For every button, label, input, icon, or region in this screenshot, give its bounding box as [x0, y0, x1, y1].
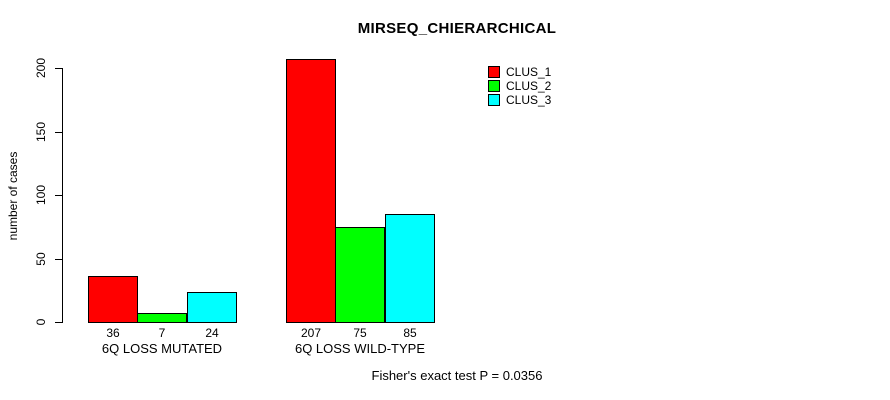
y-tick-mark	[55, 195, 62, 196]
legend-swatch-icon	[488, 65, 500, 78]
y-tick-mark	[55, 131, 62, 133]
chart-title: MIRSEQ_CHIERARCHICAL	[357, 20, 557, 37]
y-tick-label: 100	[34, 184, 48, 206]
y-tick-mark	[55, 258, 62, 260]
bar-value-label: 24	[205, 326, 219, 340]
bar-clus_2-group2	[335, 227, 385, 323]
legend-label: CLUS_2	[506, 78, 552, 93]
bar-value-label: 75	[353, 326, 367, 340]
y-tick-label: 200	[34, 57, 48, 79]
legend-item-clus_2: CLUS_2	[488, 78, 552, 93]
y-axis	[62, 68, 63, 323]
y-tick-mark	[55, 322, 62, 323]
bar-clus_1-group2	[286, 59, 336, 323]
y-tick-label: 150	[34, 121, 48, 142]
bar-clus_3-group2	[385, 214, 435, 323]
y-axis-label: number of cases	[6, 151, 20, 241]
bar-value-label: 207	[300, 326, 322, 340]
bar-value-label: 36	[106, 326, 120, 340]
y-tick-label: 0	[34, 318, 48, 326]
bar-clus_1-group1	[88, 276, 138, 323]
bar-value-label: 7	[158, 326, 166, 340]
stat-annotation: Fisher's exact test P = 0.0356	[371, 368, 543, 383]
legend-swatch-icon	[488, 93, 500, 106]
x-category-label: 6Q LOSS MUTATED	[101, 341, 223, 356]
legend-item-clus_3: CLUS_3	[488, 92, 552, 107]
legend: CLUS_1 CLUS_2 CLUS_3	[488, 65, 551, 107]
bar-clus_3-group1	[187, 292, 237, 323]
bar-clus_2-group1	[137, 313, 187, 323]
legend-label: CLUS_1	[506, 64, 552, 79]
legend-item-clus_1: CLUS_1	[488, 64, 552, 79]
x-category-label: 6Q LOSS WILD-TYPE	[294, 341, 426, 356]
bar-value-label: 85	[403, 326, 417, 340]
y-tick-mark	[55, 68, 62, 69]
y-tick-label: 50	[34, 251, 48, 266]
legend-label: CLUS_3	[506, 92, 552, 107]
legend-swatch-icon	[488, 79, 500, 92]
